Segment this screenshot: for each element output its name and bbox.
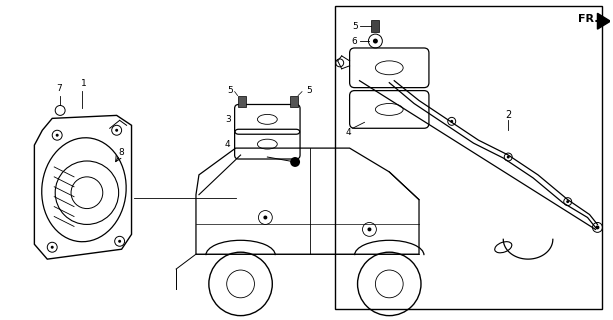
Circle shape: [507, 156, 510, 158]
Circle shape: [115, 129, 118, 132]
Text: 6: 6: [352, 36, 357, 45]
Text: 4: 4: [225, 140, 230, 148]
Text: 5: 5: [306, 86, 312, 95]
Circle shape: [595, 225, 600, 229]
Polygon shape: [598, 13, 611, 29]
Text: 4: 4: [346, 128, 352, 137]
Text: 8: 8: [119, 148, 124, 156]
Bar: [238, 96, 246, 108]
Circle shape: [118, 240, 121, 243]
Circle shape: [450, 120, 453, 123]
Text: 7: 7: [56, 84, 62, 93]
Circle shape: [56, 134, 59, 137]
Bar: [371, 20, 379, 32]
Circle shape: [566, 200, 569, 203]
Text: FR.: FR.: [577, 14, 598, 24]
Circle shape: [373, 39, 378, 44]
Text: 5: 5: [227, 86, 233, 95]
Circle shape: [290, 157, 300, 167]
Text: 2: 2: [505, 110, 511, 120]
Circle shape: [367, 228, 371, 231]
Circle shape: [51, 246, 54, 249]
Text: 5: 5: [352, 22, 357, 31]
Text: 3: 3: [225, 115, 230, 124]
Text: 1: 1: [81, 79, 87, 88]
Bar: [290, 96, 298, 108]
Circle shape: [264, 215, 267, 220]
